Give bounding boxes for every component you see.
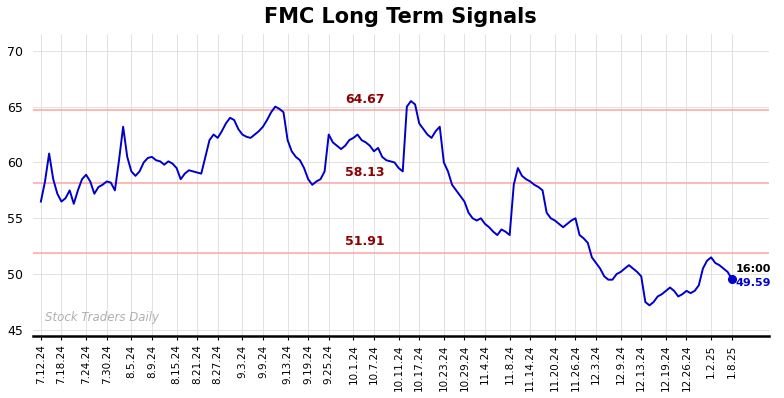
Text: 49.59: 49.59: [736, 278, 771, 288]
Title: FMC Long Term Signals: FMC Long Term Signals: [264, 7, 537, 27]
Text: 64.67: 64.67: [345, 93, 385, 106]
Text: Stock Traders Daily: Stock Traders Daily: [45, 311, 159, 324]
Text: 58.13: 58.13: [345, 166, 385, 179]
Text: 16:00: 16:00: [736, 263, 771, 274]
Text: 51.91: 51.91: [345, 235, 385, 248]
